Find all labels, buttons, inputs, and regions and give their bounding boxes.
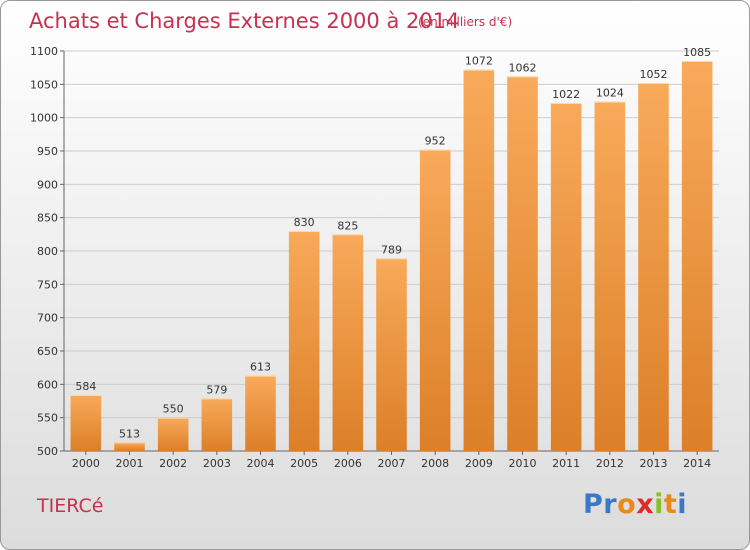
x-tick-label: 2008 xyxy=(421,457,449,470)
bar xyxy=(288,231,320,451)
bar xyxy=(332,234,364,451)
y-tick-label: 1100 xyxy=(30,45,58,58)
data-label: 952 xyxy=(425,135,446,148)
chart-subtitle: (en milliers d'€) xyxy=(418,15,513,29)
x-tick-label: 2000 xyxy=(72,457,100,470)
bar xyxy=(638,83,669,451)
x-tick-label: 2007 xyxy=(378,457,406,470)
y-tick-label: 900 xyxy=(37,178,58,191)
x-tick-label: 2012 xyxy=(596,457,624,470)
y-tick-label: 750 xyxy=(37,278,58,291)
bars xyxy=(70,61,713,452)
bar xyxy=(70,395,102,451)
bar xyxy=(114,442,145,451)
bar xyxy=(463,69,495,452)
chart-title: Achats et Charges Externes 2000 à 2014 xyxy=(29,9,460,33)
logo-letter: P xyxy=(583,489,604,520)
logo-letter: t xyxy=(663,489,678,520)
x-tick-label: 2006 xyxy=(334,457,362,470)
logo-letter: o xyxy=(617,489,637,520)
data-label: 1052 xyxy=(640,68,668,81)
bar xyxy=(245,375,276,451)
x-tick-label: 2010 xyxy=(509,457,537,470)
x-tick-label: 2009 xyxy=(465,457,493,470)
bar xyxy=(550,103,582,451)
logo-letter: x xyxy=(636,489,655,520)
logo-letter: i xyxy=(677,489,688,520)
logo-letter: r xyxy=(603,489,618,520)
x-tick-label: 2014 xyxy=(683,457,711,470)
data-label: 830 xyxy=(294,216,315,229)
data-label: 1085 xyxy=(683,46,711,59)
data-label: 613 xyxy=(250,361,271,374)
data-label: 1062 xyxy=(509,61,537,74)
y-tick-label: 850 xyxy=(37,212,58,225)
x-tick-label: 2011 xyxy=(552,457,580,470)
y-tick-label: 800 xyxy=(37,245,58,258)
bar xyxy=(507,76,538,451)
bar xyxy=(376,258,407,451)
y-tick-label: 500 xyxy=(37,445,58,458)
data-label: 550 xyxy=(163,403,184,416)
data-label: 789 xyxy=(381,243,402,256)
y-tick-label: 700 xyxy=(37,312,58,325)
data-label: 513 xyxy=(119,427,140,440)
y-tick-label: 1000 xyxy=(30,112,58,125)
y-tick-label: 1050 xyxy=(30,78,58,91)
y-tick-label: 550 xyxy=(37,412,58,425)
y-tick-label: 600 xyxy=(37,378,58,391)
data-label: 825 xyxy=(337,219,358,232)
data-label: 1024 xyxy=(596,87,624,100)
x-tick-label: 2013 xyxy=(640,457,668,470)
data-label: 1022 xyxy=(552,88,580,101)
x-tick-label: 2001 xyxy=(116,457,144,470)
logo-letter: i xyxy=(654,489,664,520)
x-tick-label: 2005 xyxy=(290,457,318,470)
labels: 500 550 600 650 700 750 800 850 900 950 1000 1050 11… xyxy=(30,45,711,470)
bar xyxy=(201,398,233,451)
bar xyxy=(594,101,626,452)
town-name: TIERCé xyxy=(37,495,104,517)
y-tick-label: 650 xyxy=(37,345,58,358)
x-tick-label: 2002 xyxy=(159,457,187,470)
bar xyxy=(419,149,451,451)
proxiti-logo[interactable]: Proxiti xyxy=(583,489,687,520)
x-tick-label: 2003 xyxy=(203,457,231,470)
bar xyxy=(157,417,189,451)
y-tick-label: 950 xyxy=(37,145,58,158)
data-label: 579 xyxy=(206,383,227,396)
data-label: 1072 xyxy=(465,55,493,68)
x-tick-label: 2004 xyxy=(247,457,275,470)
bar xyxy=(681,61,713,451)
data-label: 584 xyxy=(75,380,96,393)
